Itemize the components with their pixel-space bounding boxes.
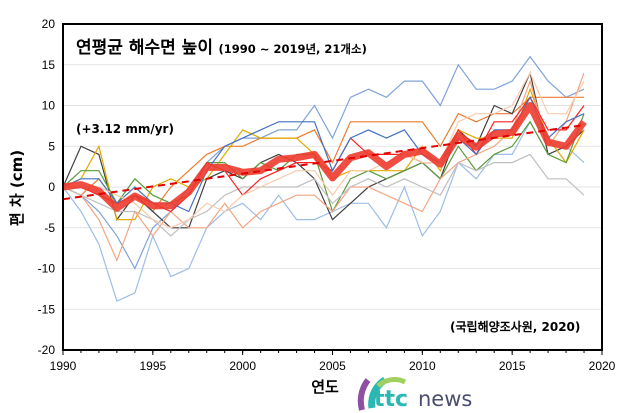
site-series-line-8 (62, 153, 585, 237)
y-axis-label: 편 차 (cm) (8, 150, 26, 226)
y-tick-label: -5 (44, 221, 55, 235)
chart-title: 연평균 해수면 높이 (76, 38, 213, 58)
y-tick-label: 20 (42, 17, 56, 31)
mean-series-line (62, 102, 587, 212)
x-tick-label: 1990 (50, 359, 77, 373)
site-series-line-7 (62, 72, 585, 263)
y-tick-label: 15 (42, 58, 56, 72)
x-tick-label: 1995 (139, 359, 166, 373)
x-tick-label: 2000 (229, 359, 256, 373)
y-tick-label: -20 (38, 343, 56, 357)
svg-text:news: news (418, 387, 472, 411)
x-tick-label: 2010 (409, 359, 436, 373)
svg-text:ttc: ttc (374, 387, 408, 412)
site-series-line-4 (62, 70, 585, 229)
y-tick-label: 5 (48, 139, 55, 153)
ttcnews-logo: ttc news (357, 377, 472, 412)
source-label: (국립해양조사원, 2020) (450, 319, 580, 334)
site-series-line-1 (62, 55, 585, 270)
x-axis-label: 연도 (311, 378, 339, 396)
y-tick-label: -10 (38, 262, 56, 276)
trend-line (62, 124, 585, 201)
chart-heading: 연평균 해수면 높이 (1990 ~ 2019년, 21개소) (76, 38, 367, 58)
plot-frame (62, 23, 603, 351)
trend-label: (+3.12 mm/yr) (76, 122, 174, 136)
site-series (62, 55, 587, 302)
y-tick-labels: 20 15 10 5 0 -5 -10 -15 -20 (38, 17, 56, 357)
chart-subtitle: (1990 ~ 2019년, 21개소) (219, 42, 367, 56)
x-tick-label: 2020 (589, 359, 616, 373)
x-tick-label: 2005 (319, 359, 346, 373)
y-tick-label: -15 (38, 302, 56, 316)
site-series-line-2 (62, 120, 585, 302)
x-tick-label: 2015 (499, 359, 526, 373)
y-tick-label: 10 (42, 99, 56, 113)
site-series-line-11 (63, 71, 585, 229)
y-tick-label: 0 (48, 180, 55, 194)
x-tick-labels: 1990 1995 2000 2005 2010 2015 2020 (50, 350, 616, 373)
